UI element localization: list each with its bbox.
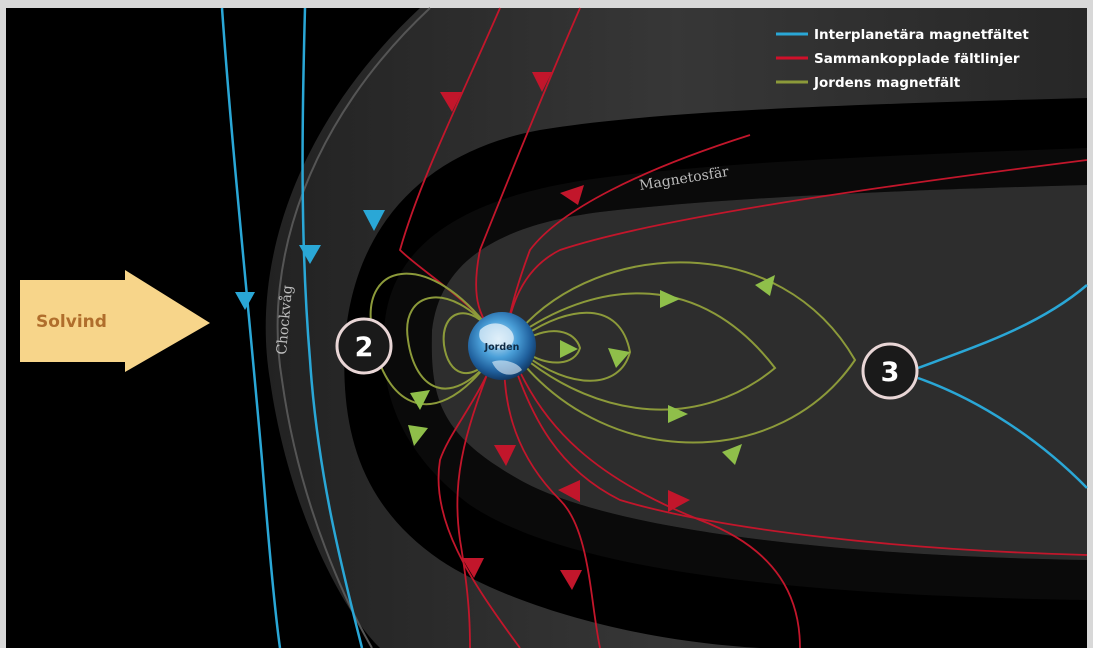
magnetosheath bbox=[265, 8, 1087, 648]
imf-arrow-2 bbox=[299, 245, 321, 264]
bow-shock-edge bbox=[276, 7, 431, 648]
earth-label: Jorden bbox=[484, 342, 520, 353]
imf-arrow-1 bbox=[235, 292, 255, 310]
imf-tail-up bbox=[917, 284, 1088, 370]
imf-line-2 bbox=[301, 7, 364, 648]
imf-line-1 bbox=[220, 7, 282, 648]
legend-item-earth-field: Jordens magnetfält bbox=[813, 75, 961, 91]
legend: Interplanetära magnetfältet Sammankoppla… bbox=[776, 27, 1029, 91]
point-3-marker: 3 bbox=[861, 342, 919, 400]
reconnected-lines bbox=[398, 7, 1088, 648]
earth-cloud-2 bbox=[492, 360, 522, 375]
solar-wind-arrow bbox=[20, 270, 210, 372]
reconnected-arrows bbox=[440, 72, 690, 590]
point-2-marker: 2 bbox=[335, 317, 393, 375]
earth-cloud-1 bbox=[479, 323, 514, 349]
earth-field-arrows bbox=[408, 275, 775, 465]
legend-item-reconnected: Sammankopplade fältlinjer bbox=[814, 51, 1020, 67]
imf-tail-down bbox=[917, 376, 1088, 489]
imf-arrow-3 bbox=[363, 210, 385, 231]
point-3-label: 3 bbox=[881, 357, 900, 388]
bow-shock-label: Chockvåg bbox=[273, 284, 296, 355]
legend-item-imf: Interplanetära magnetfältet bbox=[814, 27, 1029, 43]
solar-wind-label: Solvind bbox=[36, 312, 107, 332]
point-2-label: 2 bbox=[355, 332, 374, 363]
